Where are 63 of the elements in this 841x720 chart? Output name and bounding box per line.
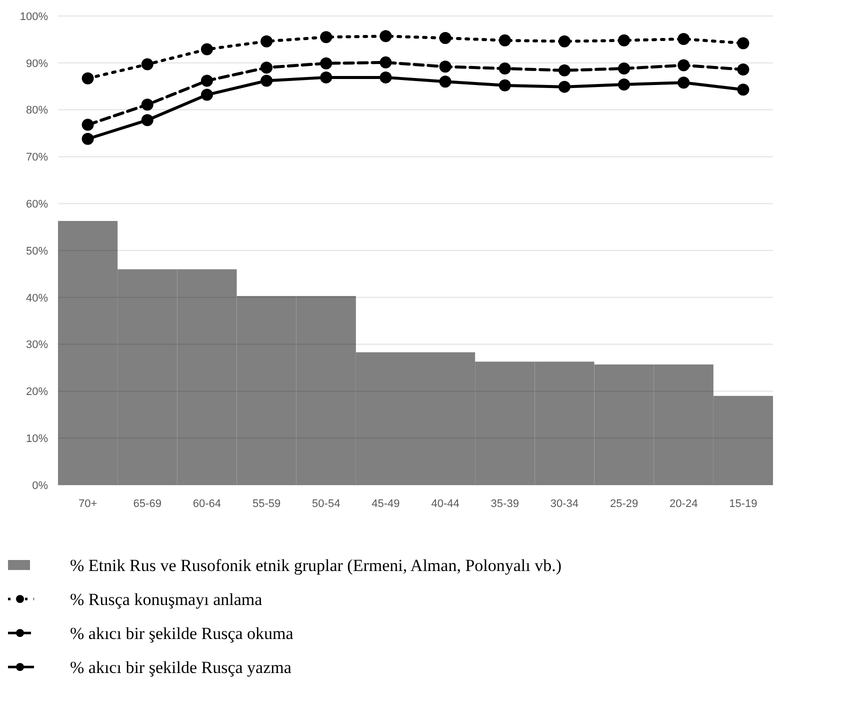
point	[380, 56, 392, 68]
x-tick-label: 30-34	[550, 498, 579, 510]
y-tick-label: 40%	[26, 292, 48, 304]
point	[558, 35, 570, 48]
point	[678, 59, 690, 72]
point	[320, 57, 332, 70]
x-tick-label: 40-44	[431, 498, 460, 510]
point	[82, 118, 94, 131]
y-tick-label: 10%	[26, 432, 48, 445]
point	[737, 37, 750, 50]
y-tick-label: 20%	[26, 386, 48, 398]
x-tick-label: 50-54	[312, 498, 340, 510]
point	[141, 58, 154, 70]
y-tick-label: 50%	[26, 245, 48, 258]
x-tick-label: 35-39	[490, 498, 519, 510]
point	[200, 88, 213, 101]
x-tick-label: 70+	[78, 498, 98, 510]
point	[320, 71, 332, 84]
point	[320, 31, 332, 44]
point	[439, 60, 452, 73]
point	[439, 76, 452, 88]
y-tick-label: 60%	[26, 198, 48, 210]
point	[558, 80, 570, 93]
x-tick-label: 15-19	[729, 498, 758, 510]
point	[200, 74, 213, 87]
point	[737, 63, 750, 76]
point	[498, 79, 511, 92]
point	[618, 78, 630, 90]
x-tick-label: 25-29	[610, 498, 638, 510]
y-tick-label: 0%	[32, 480, 48, 492]
y-tick-label: 90%	[26, 58, 48, 70]
point	[618, 34, 630, 46]
point	[439, 32, 452, 44]
x-tick-label: 65-69	[133, 498, 162, 510]
y-tick-label: 30%	[26, 339, 48, 352]
point	[498, 62, 511, 75]
point	[618, 62, 630, 75]
x-tick-label: 45-49	[372, 498, 400, 510]
point	[737, 84, 750, 96]
point	[82, 132, 94, 145]
point	[260, 35, 273, 48]
point	[82, 72, 94, 84]
y-tick-label: 100%	[20, 10, 48, 23]
point	[558, 64, 570, 76]
point	[678, 76, 690, 89]
x-tick-label: 20-24	[670, 498, 698, 510]
legend-label: % akıcı bir şekilde Rusça okuma	[70, 624, 294, 643]
legend-label: % akıcı bir şekilde Rusça yazma	[70, 658, 292, 677]
point	[678, 32, 690, 45]
point	[380, 71, 392, 84]
point	[380, 30, 392, 42]
legend-label: % Etnik Rus ve Rusofonik etnik gruplar (Ermeni, Alman, Polonyalı vb.)	[70, 556, 562, 575]
point	[200, 43, 213, 56]
point	[498, 34, 511, 46]
point	[141, 98, 154, 111]
y-tick-label: 80%	[26, 104, 48, 117]
y-tick-label: 70%	[26, 152, 48, 164]
point	[260, 62, 273, 74]
point	[260, 74, 273, 87]
legend-label: % Rusça konuşmayı anlama	[70, 590, 263, 609]
x-tick-label: 60-64	[192, 498, 222, 510]
x-tick-label: 55-59	[252, 498, 281, 510]
point	[141, 114, 154, 126]
